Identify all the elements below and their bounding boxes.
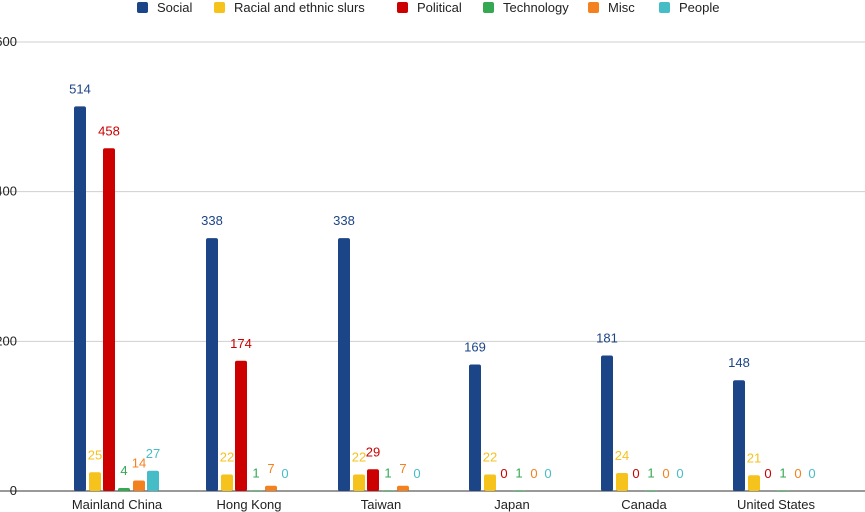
legend-label-people: People bbox=[679, 0, 719, 15]
data-label-misc-mainland-china: 14 bbox=[132, 456, 146, 471]
bar-political-hong-kong bbox=[235, 360, 247, 491]
y-tick-label: 400 bbox=[0, 184, 17, 199]
x-category-label-hong-kong: Hong Kong bbox=[216, 497, 281, 512]
bar-racial-and-ethnic-slurs-hong-kong bbox=[221, 474, 233, 491]
bar-people-mainland-china bbox=[147, 470, 159, 491]
data-label-misc-hong-kong: 7 bbox=[267, 461, 274, 476]
bar-technology-hong-kong bbox=[250, 490, 262, 491]
data-label-people-canada: 0 bbox=[676, 466, 683, 481]
bar-political-taiwan bbox=[367, 469, 379, 491]
bar-technology-united-states bbox=[777, 490, 789, 491]
data-label-racial-and-ethnic-slurs-canada: 24 bbox=[615, 448, 629, 463]
legend-label-social: Social bbox=[157, 0, 193, 15]
data-label-technology-hong-kong: 1 bbox=[252, 465, 259, 480]
legend-label-misc: Misc bbox=[608, 0, 635, 15]
data-label-racial-and-ethnic-slurs-united-states: 21 bbox=[747, 450, 761, 465]
data-label-technology-japan: 1 bbox=[515, 465, 522, 480]
y-tick-label: 200 bbox=[0, 333, 17, 348]
data-label-social-taiwan: 338 bbox=[333, 213, 355, 228]
data-label-people-taiwan: 0 bbox=[413, 466, 420, 481]
data-label-political-canada: 0 bbox=[632, 466, 639, 481]
bar-social-japan bbox=[469, 364, 481, 491]
data-label-political-japan: 0 bbox=[500, 466, 507, 481]
legend-swatch-misc bbox=[588, 2, 599, 13]
data-label-people-mainland-china: 27 bbox=[146, 446, 160, 461]
data-label-misc-canada: 0 bbox=[662, 466, 669, 481]
bar-misc-taiwan bbox=[397, 485, 409, 491]
data-label-social-mainland-china: 514 bbox=[69, 81, 91, 96]
legend-label-political: Political bbox=[417, 0, 462, 15]
data-label-misc-taiwan: 7 bbox=[399, 461, 406, 476]
x-axis-categories: Mainland China Hong Kong Taiwan Japan Canada… bbox=[72, 497, 816, 512]
legend-label-technology: Technology bbox=[503, 0, 569, 15]
data-label-political-taiwan: 29 bbox=[366, 444, 380, 459]
bar-racial-and-ethnic-slurs-mainland-china bbox=[89, 472, 101, 491]
legend-swatch-people bbox=[659, 2, 670, 13]
bar-racial-and-ethnic-slurs-japan bbox=[484, 474, 496, 491]
bar-technology-mainland-china bbox=[118, 488, 130, 491]
legend-swatch-political bbox=[397, 2, 408, 13]
data-label-technology-mainland-china: 4 bbox=[120, 463, 127, 478]
data-label-social-canada: 181 bbox=[596, 331, 618, 346]
bar-technology-japan bbox=[513, 490, 525, 491]
bar-social-hong-kong bbox=[206, 238, 218, 491]
legend-swatch-racial-and-ethnic-slurs bbox=[214, 2, 225, 13]
bar-social-united-states bbox=[733, 380, 745, 491]
data-label-racial-and-ethnic-slurs-mainland-china: 25 bbox=[88, 447, 102, 462]
y-axis-ticks: 0 200 400 600 bbox=[0, 34, 17, 498]
data-label-social-japan: 169 bbox=[464, 340, 486, 355]
bar-racial-and-ethnic-slurs-taiwan bbox=[353, 474, 365, 491]
data-label-people-united-states: 0 bbox=[808, 466, 815, 481]
data-label-people-hong-kong: 0 bbox=[281, 466, 288, 481]
x-category-label-canada: Canada bbox=[621, 497, 667, 512]
bar-technology-canada bbox=[645, 490, 657, 491]
data-label-political-mainland-china: 458 bbox=[98, 123, 120, 138]
bar-racial-and-ethnic-slurs-united-states bbox=[748, 475, 760, 491]
x-category-label-taiwan: Taiwan bbox=[361, 497, 401, 512]
data-label-political-united-states: 0 bbox=[764, 466, 771, 481]
data-label-racial-and-ethnic-slurs-japan: 22 bbox=[483, 450, 497, 465]
legend-label-racial-and-ethnic-slurs: Racial and ethnic slurs bbox=[234, 0, 365, 15]
gridlines bbox=[0, 41, 865, 492]
data-label-people-japan: 0 bbox=[544, 466, 551, 481]
bar-technology-taiwan bbox=[382, 490, 394, 491]
data-label-technology-united-states: 1 bbox=[779, 465, 786, 480]
data-label-technology-canada: 1 bbox=[647, 465, 654, 480]
legend-swatch-social bbox=[137, 2, 148, 13]
bars bbox=[74, 106, 789, 492]
bar-social-taiwan bbox=[338, 238, 350, 491]
y-tick-label: 0 bbox=[10, 483, 17, 498]
data-label-political-hong-kong: 174 bbox=[230, 336, 252, 351]
x-category-label-mainland-china: Mainland China bbox=[72, 497, 163, 512]
legend-swatch-technology bbox=[483, 2, 494, 13]
data-label-social-hong-kong: 338 bbox=[201, 213, 223, 228]
bar-political-mainland-china bbox=[103, 148, 115, 491]
x-category-label-united-states: United States bbox=[737, 497, 816, 512]
data-label-misc-united-states: 0 bbox=[794, 466, 801, 481]
data-label-technology-taiwan: 1 bbox=[384, 465, 391, 480]
bar-misc-mainland-china bbox=[133, 480, 145, 491]
bar-racial-and-ethnic-slurs-canada bbox=[616, 473, 628, 491]
bar-social-canada bbox=[601, 355, 613, 491]
data-label-racial-and-ethnic-slurs-hong-kong: 22 bbox=[220, 450, 234, 465]
x-category-label-japan: Japan bbox=[494, 497, 529, 512]
y-tick-label: 600 bbox=[0, 34, 17, 49]
bar-social-mainland-china bbox=[74, 106, 86, 492]
data-label-social-united-states: 148 bbox=[728, 355, 750, 370]
legend: Social Racial and ethnic slurs Political Te… bbox=[137, 0, 719, 15]
data-label-racial-and-ethnic-slurs-taiwan: 22 bbox=[352, 450, 366, 465]
data-label-misc-japan: 0 bbox=[530, 466, 537, 481]
bar-misc-hong-kong bbox=[265, 485, 277, 491]
